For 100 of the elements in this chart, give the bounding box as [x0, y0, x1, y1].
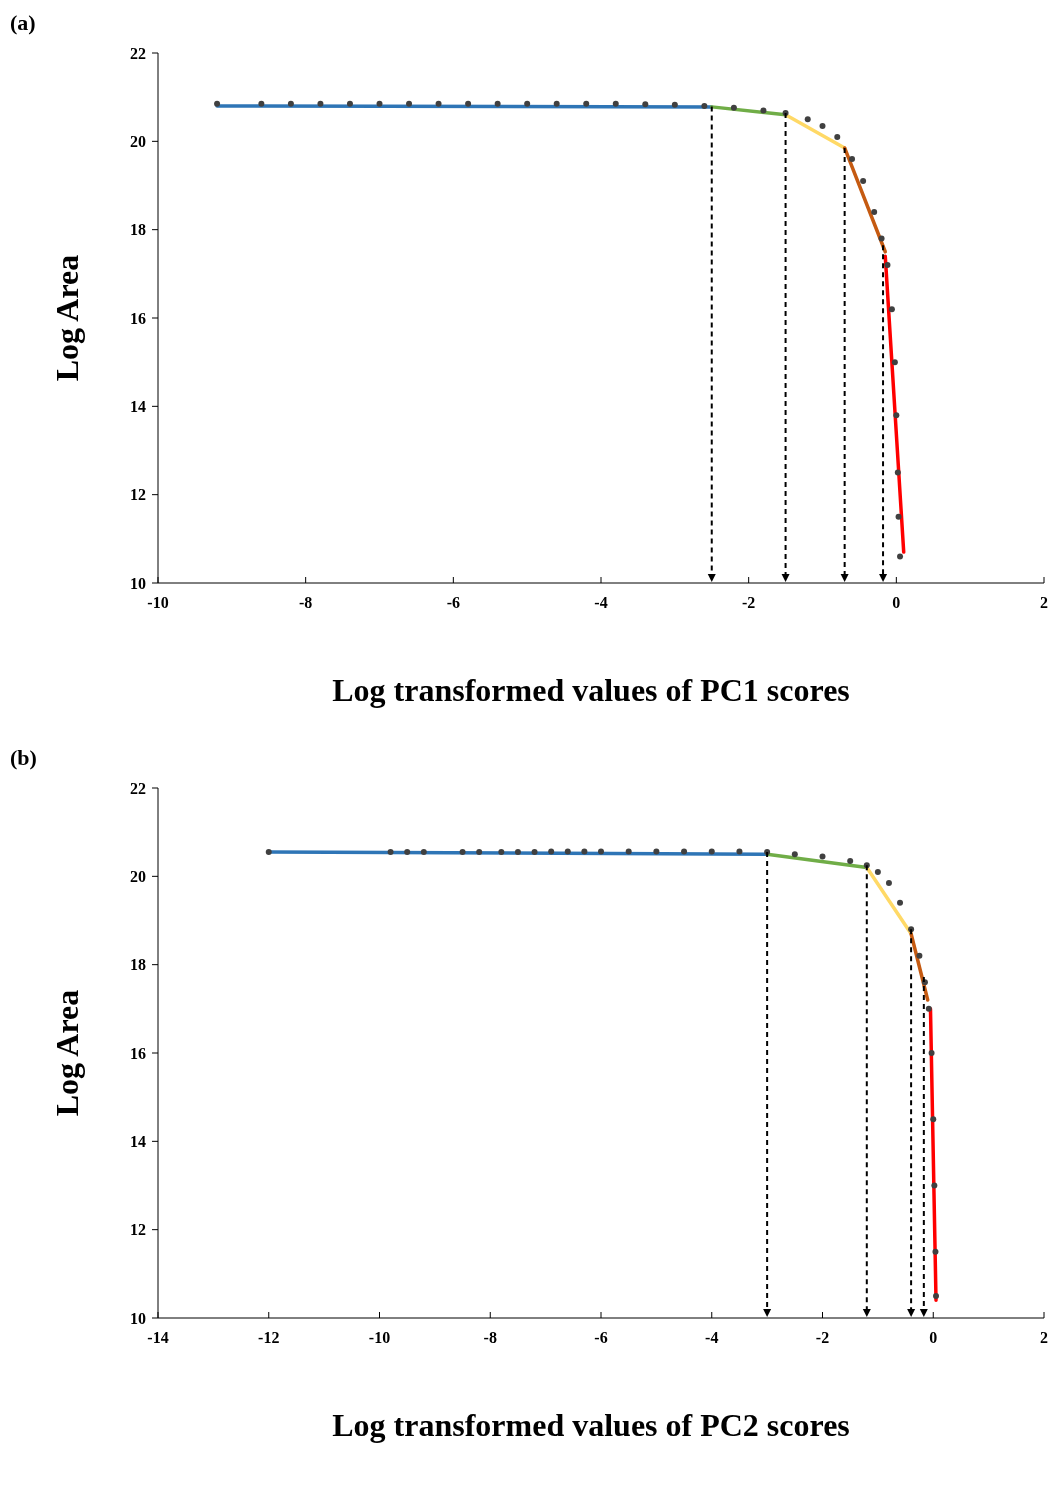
point: [847, 857, 854, 864]
point: [930, 1116, 937, 1123]
x-axis-title: Log transformed values of PC2 scores: [332, 1407, 850, 1443]
x-tick-label: -6: [594, 1329, 608, 1346]
y-tick-label: 16: [130, 309, 146, 327]
point: [897, 553, 904, 560]
point: [891, 359, 898, 366]
point: [928, 1050, 935, 1056]
point: [760, 107, 767, 114]
y-tick-label: 18: [130, 221, 146, 239]
point: [933, 1292, 940, 1299]
point: [897, 899, 904, 906]
point: [531, 849, 538, 856]
point: [849, 156, 856, 162]
point: [791, 851, 798, 858]
point: [916, 952, 923, 959]
point: [625, 848, 632, 855]
point: [671, 101, 678, 108]
point: [888, 306, 895, 313]
point: [819, 122, 826, 129]
point: [459, 849, 466, 856]
point: [420, 849, 427, 856]
point: [476, 849, 483, 856]
point: [346, 100, 353, 107]
point: [895, 513, 902, 520]
point: [736, 848, 743, 855]
x-tick-label: -4: [594, 594, 608, 611]
point: [885, 879, 892, 886]
y-tick-label: 12: [130, 1221, 146, 1239]
point: [804, 116, 811, 123]
x-tick-label: -4: [705, 1329, 719, 1346]
point: [819, 853, 826, 860]
point: [931, 1182, 938, 1189]
x-tick-label: -14: [147, 1329, 169, 1346]
point: [730, 104, 737, 111]
point: [287, 100, 294, 107]
point: [894, 469, 901, 476]
point: [834, 133, 841, 140]
point: [258, 100, 265, 107]
x-tick-label: -6: [446, 594, 460, 611]
point: [874, 868, 881, 875]
x-axis-title: Log transformed values of PC1 scores: [332, 672, 850, 708]
y-axis-title: Log Area: [49, 254, 85, 382]
y-tick-label: 10: [130, 574, 146, 592]
x-tick-label: -8: [299, 594, 313, 611]
x-tick-label: -10: [368, 1329, 391, 1346]
point: [514, 849, 521, 856]
point: [214, 100, 221, 107]
x-tick-label: 2: [1040, 594, 1048, 611]
x-tick-label: 0: [929, 1329, 938, 1346]
point: [376, 100, 383, 107]
point: [642, 101, 649, 108]
y-tick-label: 22: [130, 44, 146, 62]
point: [564, 848, 571, 855]
point: [581, 848, 588, 855]
point: [265, 849, 272, 856]
point: [612, 100, 619, 107]
point: [884, 262, 891, 268]
x-tick-label: 2: [1040, 1329, 1048, 1346]
point: [871, 209, 878, 215]
y-axis-title: Log Area: [49, 989, 85, 1117]
point: [598, 848, 604, 855]
x-tick-label: -8: [483, 1329, 497, 1346]
x-tick-label: -2: [742, 594, 756, 611]
point: [317, 100, 324, 107]
chart-title: (b): [10, 745, 37, 770]
point: [925, 1005, 932, 1012]
point: [494, 100, 501, 107]
point: [553, 100, 560, 107]
point: [435, 100, 442, 107]
point: [701, 103, 708, 109]
y-tick-label: 22: [130, 779, 146, 797]
point: [878, 235, 885, 242]
point: [524, 100, 531, 107]
x-tick-label: -2: [815, 1329, 830, 1346]
point: [583, 100, 590, 107]
y-tick-label: 18: [130, 956, 146, 974]
point: [548, 848, 555, 855]
point: [681, 848, 688, 855]
x-tick-label: -12: [258, 1329, 280, 1346]
chart-title: (a): [10, 10, 36, 35]
y-tick-label: 20: [130, 867, 146, 885]
y-tick-label: 12: [130, 486, 146, 504]
point: [708, 848, 715, 855]
y-tick-label: 14: [130, 397, 146, 415]
x-tick-label: 0: [892, 594, 901, 611]
x-tick-label: -10: [147, 594, 169, 611]
point: [932, 1248, 939, 1255]
point: [406, 100, 413, 107]
y-tick-label: 14: [130, 1132, 146, 1150]
point: [893, 412, 900, 419]
point: [465, 100, 472, 107]
point: [498, 849, 505, 856]
point: [860, 178, 867, 185]
y-tick-label: 16: [130, 1044, 146, 1062]
point: [653, 848, 660, 855]
point: [404, 849, 411, 856]
y-tick-label: 10: [130, 1309, 146, 1327]
y-tick-label: 20: [130, 132, 146, 150]
point: [387, 849, 394, 856]
